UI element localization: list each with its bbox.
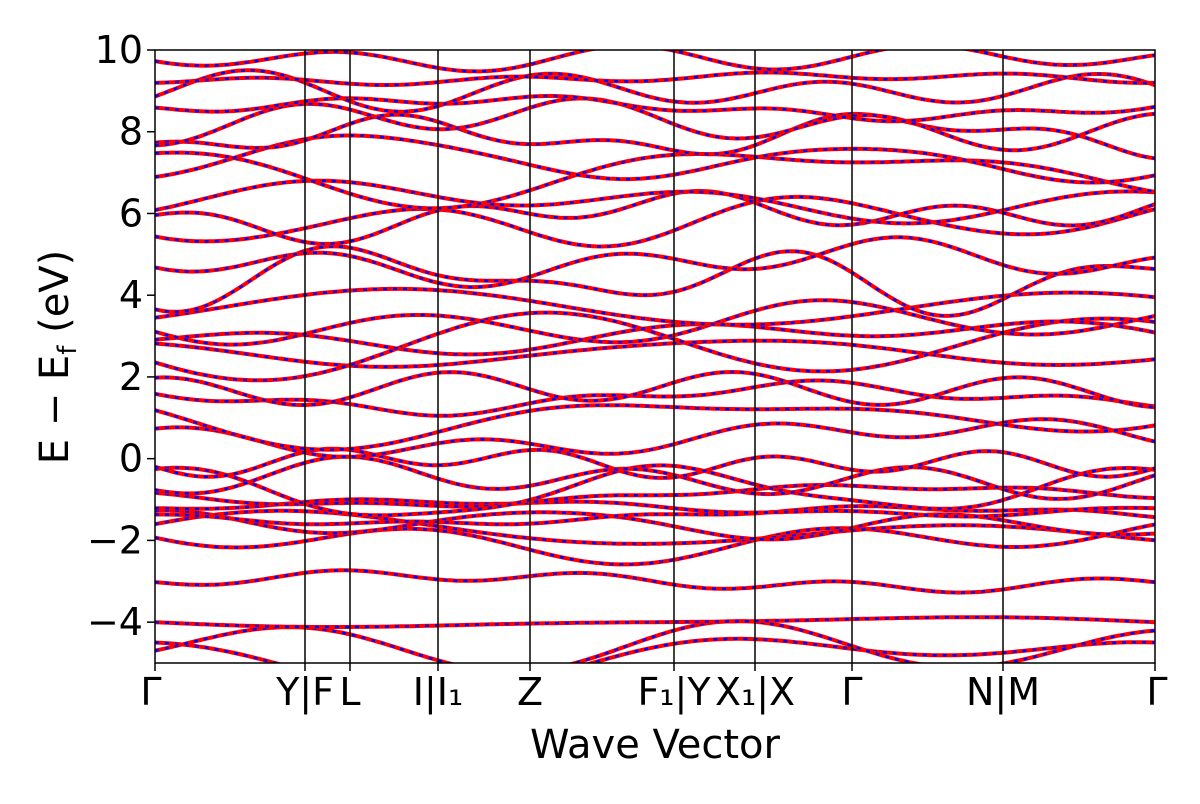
x-tick-label: Y|F [275, 670, 334, 715]
band-line-overlay [155, 504, 1155, 526]
y-tick-label: −2 [87, 518, 143, 562]
band-line-overlay [155, 509, 1155, 546]
x-tick-label: Γ [841, 670, 862, 714]
band-line-overlay [155, 619, 1155, 663]
band-line-overlay [155, 189, 1155, 246]
band-line-overlay [155, 455, 1155, 501]
band-line-overlay [155, 464, 1155, 517]
band-line [155, 50, 1155, 74]
y-tick-label: 6 [119, 191, 143, 235]
band-line-overlay [155, 71, 1155, 87]
band-line-overlay [155, 151, 1155, 210]
y-axis-ticks: −4 −2 0 2 4 6 8 10 [87, 28, 155, 644]
band-line-overlay [155, 483, 1155, 508]
y-axis-label-subscript: f [53, 345, 83, 355]
kpath-divider-lines [304, 50, 1004, 663]
x-tick-label: X₁|X [715, 670, 795, 715]
y-tick-label: −4 [87, 600, 143, 644]
band-line-overlay [155, 637, 1155, 663]
band-line-overlay [155, 498, 1155, 518]
x-tick-label: Γ [1146, 670, 1167, 714]
svg-text:E − Ef (eV): E − Ef (eV) [32, 250, 83, 465]
band-line-overlay [155, 69, 1155, 113]
band-line-overlay [155, 97, 1155, 152]
band-line-overlay [155, 523, 1155, 566]
band-line-overlay [155, 195, 1155, 248]
band-line-overlay [155, 403, 1155, 451]
x-tick-label: L [339, 670, 360, 714]
y-tick-label: 4 [119, 273, 143, 317]
x-tick-label: N|M [966, 670, 1040, 715]
band-line-overlay [155, 339, 1155, 369]
band-line-overlay [155, 320, 1155, 356]
x-tick-label: I|I₁ [413, 670, 463, 715]
band-line-overlay [155, 94, 1155, 123]
x-tick-label: Γ [140, 670, 161, 714]
y-tick-label: 8 [119, 110, 143, 154]
band-line-overlay [155, 236, 1155, 289]
x-axis-ticks: Γ Y|F L I|I₁ Z F₁|Y X₁|X Γ N|M Γ [140, 663, 1168, 715]
x-tick-label: Z [517, 670, 543, 714]
band-line-overlay [155, 245, 1155, 318]
band-line-overlay [155, 569, 1155, 594]
band-line [155, 286, 1155, 327]
y-axis-label-unit: (eV) [32, 250, 78, 346]
y-tick-label: 2 [119, 355, 143, 399]
x-axis-label: Wave Vector [530, 722, 781, 768]
bands-layer [155, 50, 1155, 663]
band-line-overlay [155, 615, 1155, 629]
plot-frame [154, 49, 1156, 664]
band-line-overlay [155, 379, 1155, 418]
band-line-overlay [155, 112, 1155, 160]
band-line-overlay [155, 370, 1155, 409]
band-line [155, 298, 1155, 347]
y-axis-label-main: E − E [32, 355, 78, 465]
band-line-overlay [155, 179, 1155, 225]
band-line-overlay [155, 134, 1155, 184]
x-tick-label: F₁|Y [637, 670, 711, 715]
y-tick-label: 10 [95, 28, 143, 72]
y-tick-label: 0 [119, 437, 143, 481]
band-line-overlay [155, 311, 1155, 382]
y-axis-label: E − Ef (eV) [32, 250, 83, 465]
band-line [155, 417, 1155, 459]
